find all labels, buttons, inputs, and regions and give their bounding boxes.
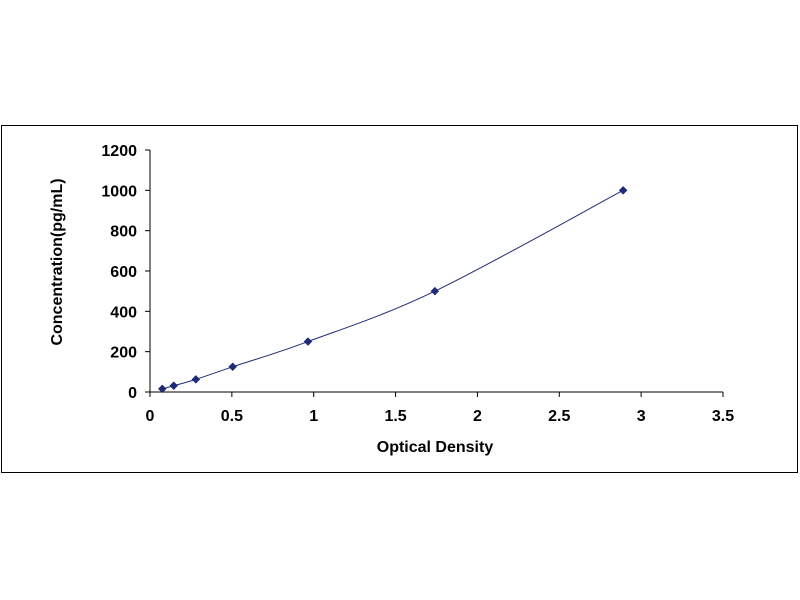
y-tick-label: 600 <box>110 264 137 281</box>
y-tick-label: 200 <box>110 345 137 362</box>
x-tick-label: 3 <box>637 408 646 425</box>
y-tick-label: 1200 <box>101 143 137 160</box>
data-point <box>228 362 238 372</box>
axes <box>145 149 724 397</box>
y-tick-label: 1000 <box>101 183 137 200</box>
x-tick-label: 1.5 <box>384 408 406 425</box>
chart-frame <box>1 125 798 473</box>
data-point <box>303 337 313 346</box>
x-tick-label: 0.5 <box>221 408 243 425</box>
trend-line <box>162 189 624 390</box>
x-tick-label: 2.5 <box>548 408 570 425</box>
tick-labels: 0 0.5 1 1.5 2 2.5 3 3.5 0 200 400 600 800 1000 1200 <box>101 143 734 425</box>
data-point <box>430 286 440 296</box>
y-tick-label: 800 <box>110 224 137 241</box>
x-tick-label: 3.5 <box>712 408 734 425</box>
x-tick-label: 2 <box>473 408 482 425</box>
data-points <box>157 185 628 394</box>
data-point <box>157 384 167 394</box>
x-axis-title: Optical Density <box>377 439 494 456</box>
data-point <box>618 185 628 195</box>
x-tick-label: 0 <box>146 408 155 425</box>
y-tick-label: 0 <box>128 385 137 402</box>
data-point <box>191 375 201 384</box>
x-tick-label: 1 <box>309 408 318 425</box>
y-tick-label: 400 <box>110 304 137 321</box>
data-point <box>169 381 179 391</box>
y-axis-title: Concentration(pg/mL) <box>49 178 66 345</box>
